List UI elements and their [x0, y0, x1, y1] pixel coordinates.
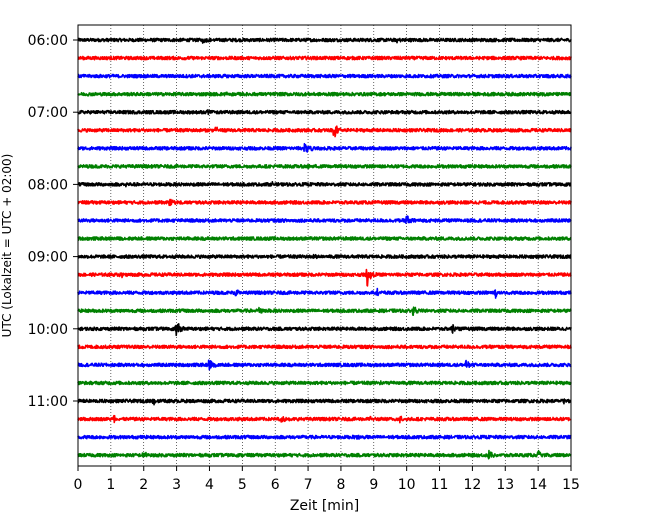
trace-0600: [77, 37, 572, 44]
trace-1000: [77, 322, 572, 337]
seismic-traces: [77, 37, 572, 460]
trace-0715: [77, 125, 572, 138]
trace-0945: [77, 306, 572, 317]
x-tick-label: 7: [304, 477, 313, 493]
trace-0800: [77, 181, 572, 188]
y-axis-ticks: 06:00 07:00 08:00 09:00 10:00 11:00: [28, 33, 78, 410]
trace-1130: [77, 434, 572, 440]
trace-1015: [77, 344, 572, 350]
y-tick-label: 09:00: [28, 250, 68, 266]
trace-0700: [77, 109, 572, 116]
x-axis-ticks: 0 1 2 3 4 5 6 7 8 9 10 11 12 13 14 15: [74, 466, 580, 493]
x-tick-label: 12: [463, 477, 481, 493]
trace-0930: [77, 287, 572, 299]
y-tick-label: 10:00: [28, 322, 68, 338]
x-tick-label: 1: [106, 477, 115, 493]
y-tick-label: 06:00: [28, 33, 68, 49]
plot-frame: [77, 24, 572, 467]
x-tick-label: 3: [172, 477, 181, 493]
trace-1045: [77, 380, 572, 386]
trace-0730: [77, 142, 572, 153]
y-tick-label: 11:00: [28, 394, 68, 410]
x-tick-label: 10: [398, 477, 416, 493]
trace-0845: [77, 236, 572, 241]
trace-1030: [77, 359, 572, 371]
trace-1145: [77, 449, 572, 460]
x-tick-label: 9: [369, 477, 378, 493]
x-tick-label: 15: [562, 477, 580, 493]
trace-0615: [77, 55, 572, 61]
trace-0815: [77, 198, 572, 207]
x-tick-label: 14: [529, 477, 547, 493]
x-tick-label: 8: [336, 477, 345, 493]
x-tick-label: 4: [205, 477, 214, 493]
y-tick-label: 08:00: [28, 177, 68, 193]
x-tick-label: 2: [139, 477, 148, 493]
x-tick-label: 13: [496, 477, 514, 493]
trace-0915: [77, 268, 572, 287]
trace-0645: [77, 91, 572, 97]
trace-1115: [77, 414, 572, 424]
x-tick-label: 11: [431, 477, 449, 493]
trace-0900: [77, 253, 572, 260]
x-tick-label: 6: [271, 477, 280, 493]
trace-1100: [77, 398, 572, 406]
trace-0745: [77, 163, 572, 170]
trace-0830: [77, 215, 572, 224]
x-tick-label: 5: [238, 477, 247, 493]
y-tick-label: 07:00: [28, 105, 68, 121]
y-axis-label: UTC (Lokalzeit = UTC + 02:00): [0, 154, 14, 338]
x-axis-label: Zeit [min]: [290, 498, 359, 514]
trace-0630: [77, 73, 572, 79]
x-tick-label: 0: [74, 477, 83, 493]
